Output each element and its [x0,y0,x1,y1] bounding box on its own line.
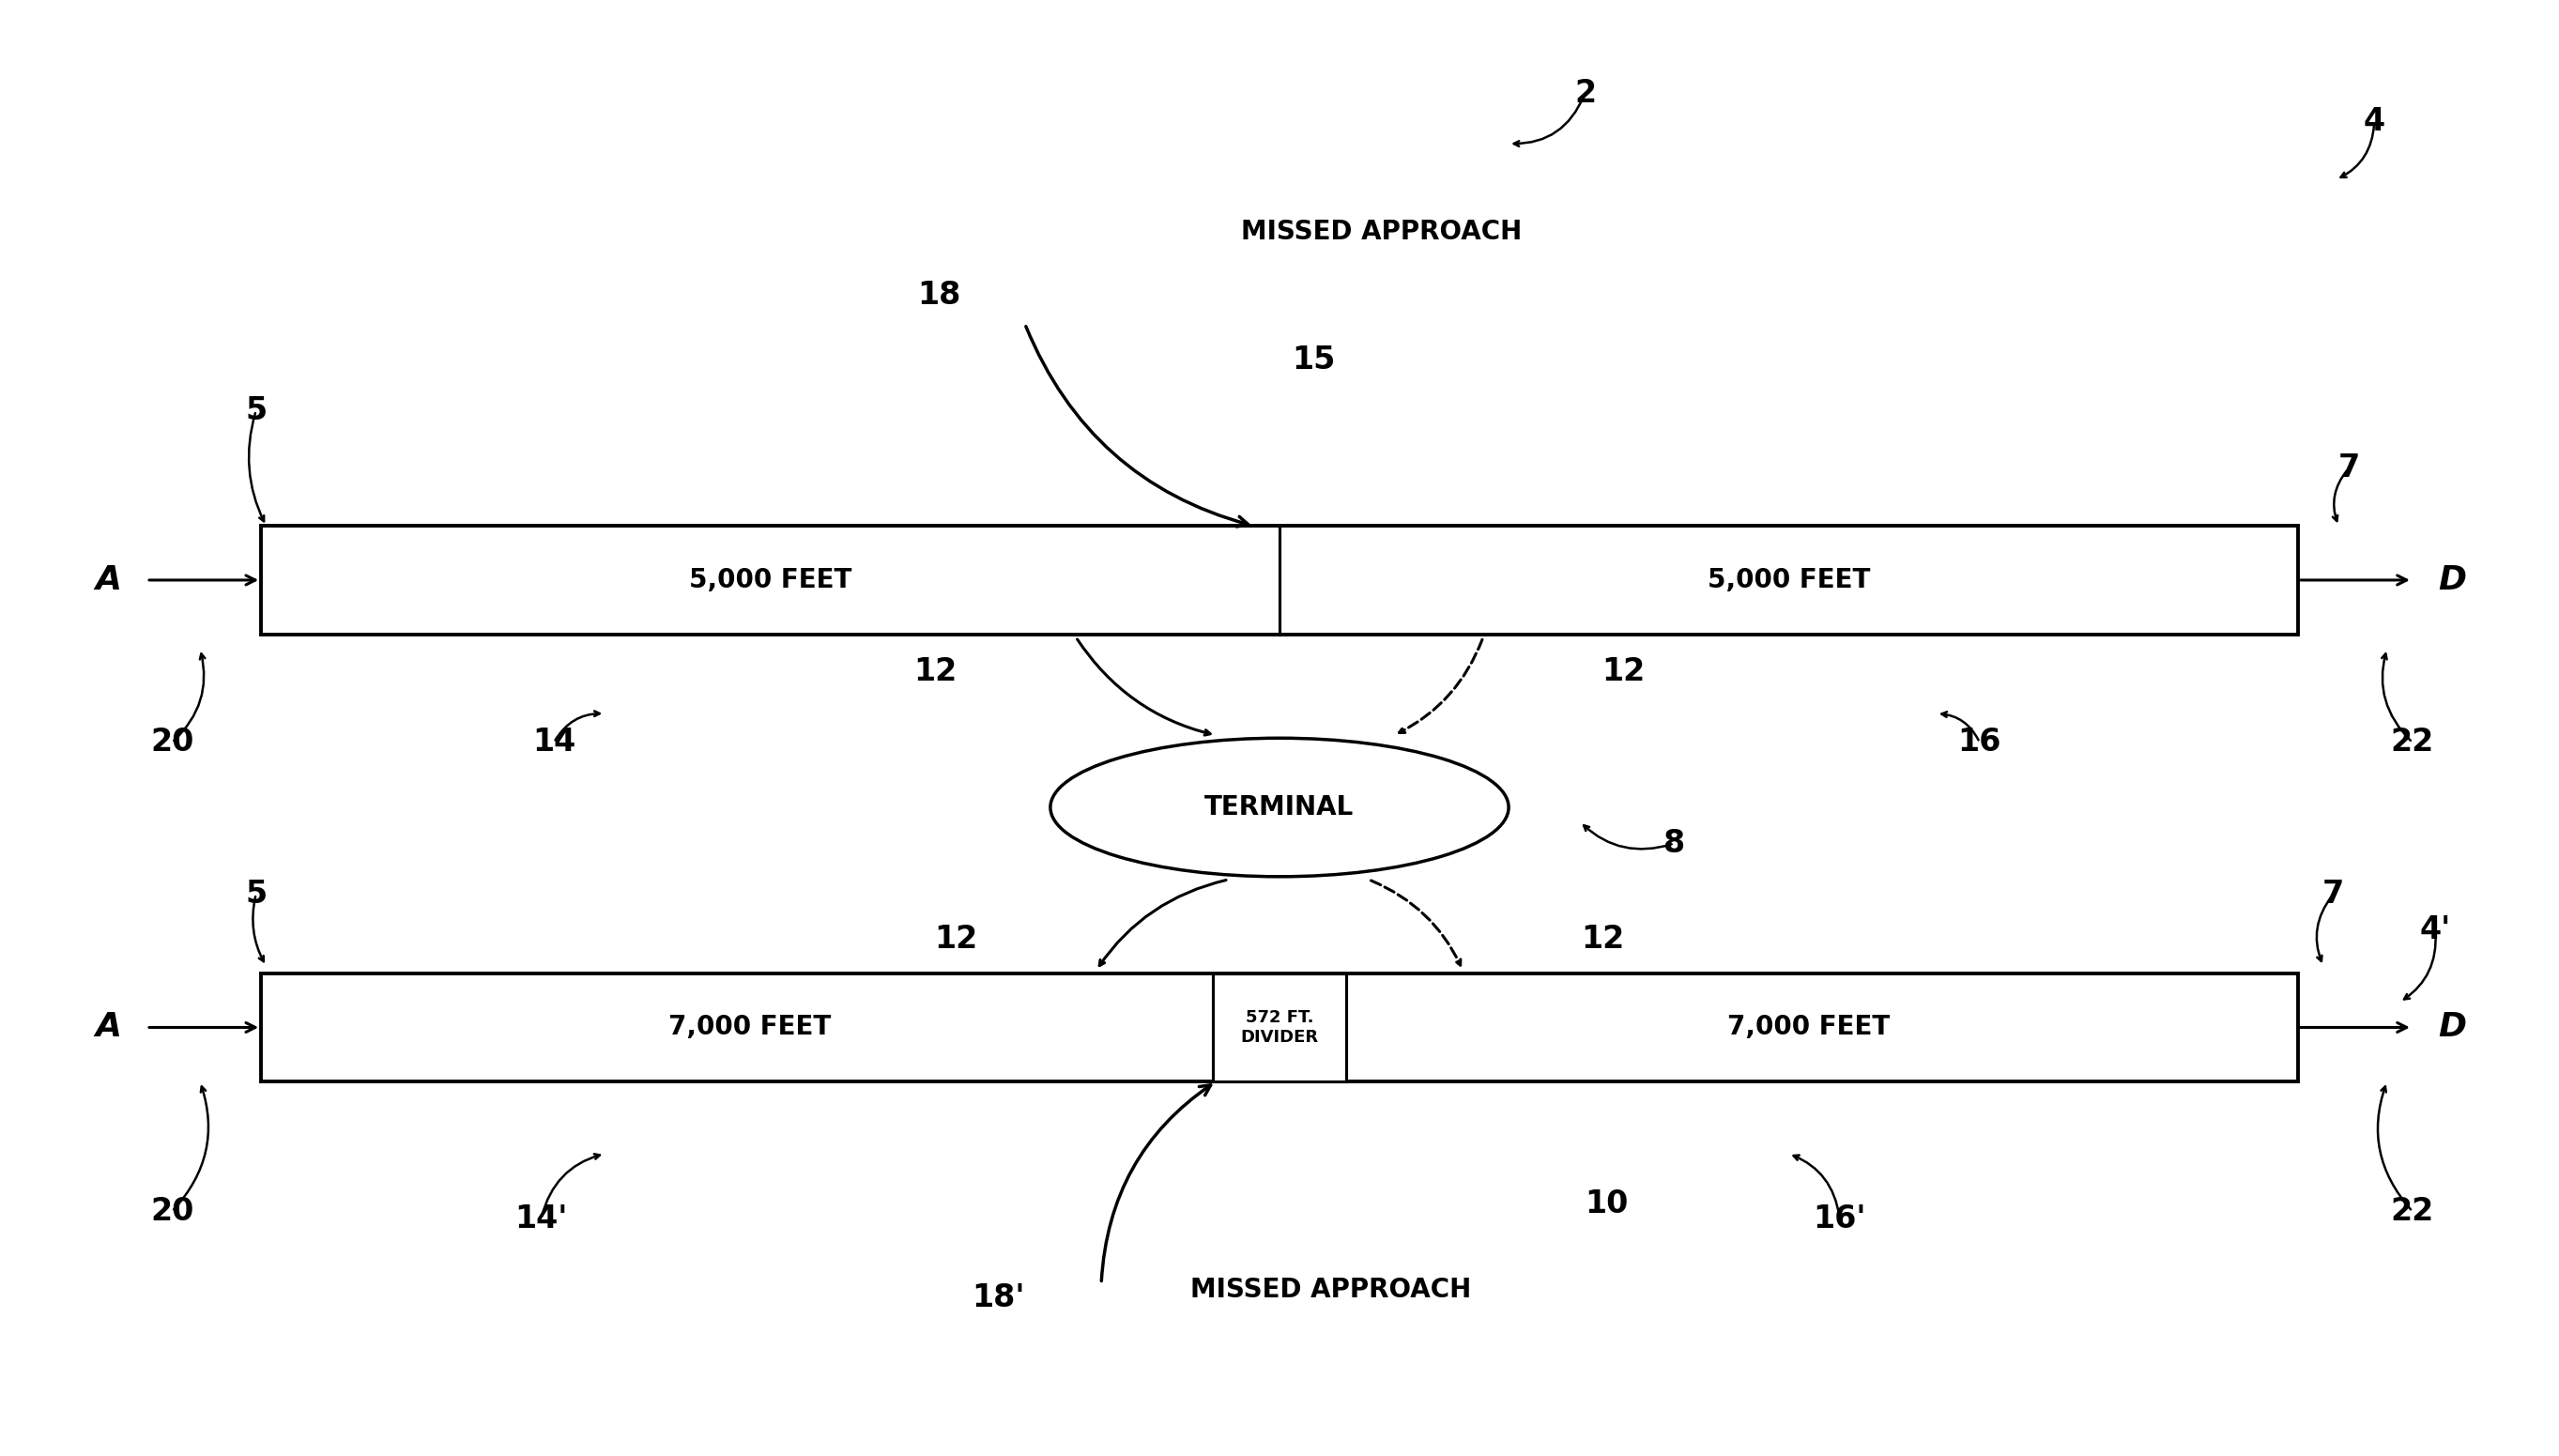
Text: 18: 18 [919,280,962,310]
Text: 20: 20 [151,1195,194,1227]
Text: 12: 12 [1602,657,1645,687]
Text: MISSED APPROACH: MISSED APPROACH [1241,218,1523,245]
Text: A: A [95,563,120,596]
Text: 20: 20 [151,727,194,759]
Text: 4': 4' [2421,914,2452,945]
Bar [261,526,2298,635]
Text: 8: 8 [1663,828,1684,859]
Text: 18': 18' [972,1283,1026,1313]
Text: 14: 14 [532,727,576,759]
Text: 16': 16' [1814,1203,1866,1235]
Text: 16: 16 [1958,727,2001,759]
Text: 22: 22 [2390,1195,2434,1227]
Text: MISSED APPROACH: MISSED APPROACH [1190,1277,1471,1303]
Text: 15: 15 [1292,345,1336,376]
Text: 7,000 FEET: 7,000 FEET [668,1015,832,1041]
Text: D: D [2439,1012,2467,1044]
Text: 2: 2 [1574,77,1597,109]
Text: 5: 5 [246,395,266,427]
Ellipse shape [1049,738,1510,877]
Text: 7: 7 [2339,453,2359,483]
Text: 10: 10 [1584,1188,1628,1220]
Text: 5,000 FEET: 5,000 FEET [688,566,852,593]
Text: 14': 14' [514,1203,568,1235]
Text: D: D [2439,563,2467,596]
Text: 7: 7 [2324,878,2344,910]
Text: 572 FT.
DIVIDER: 572 FT. DIVIDER [1241,1009,1318,1045]
Text: 12: 12 [934,925,978,955]
Text: 22: 22 [2390,727,2434,759]
Text: 7,000 FEET: 7,000 FEET [1727,1015,1891,1041]
Text: 5,000 FEET: 5,000 FEET [1707,566,1871,593]
Bar [261,973,2298,1082]
Text: TERMINAL: TERMINAL [1205,794,1354,821]
Text: A: A [95,1012,120,1044]
Text: 5: 5 [246,878,266,910]
Bar [1213,973,1346,1082]
Text: 12: 12 [914,657,957,687]
Text: 12: 12 [1581,925,1625,955]
Text: 4: 4 [2365,106,2385,137]
